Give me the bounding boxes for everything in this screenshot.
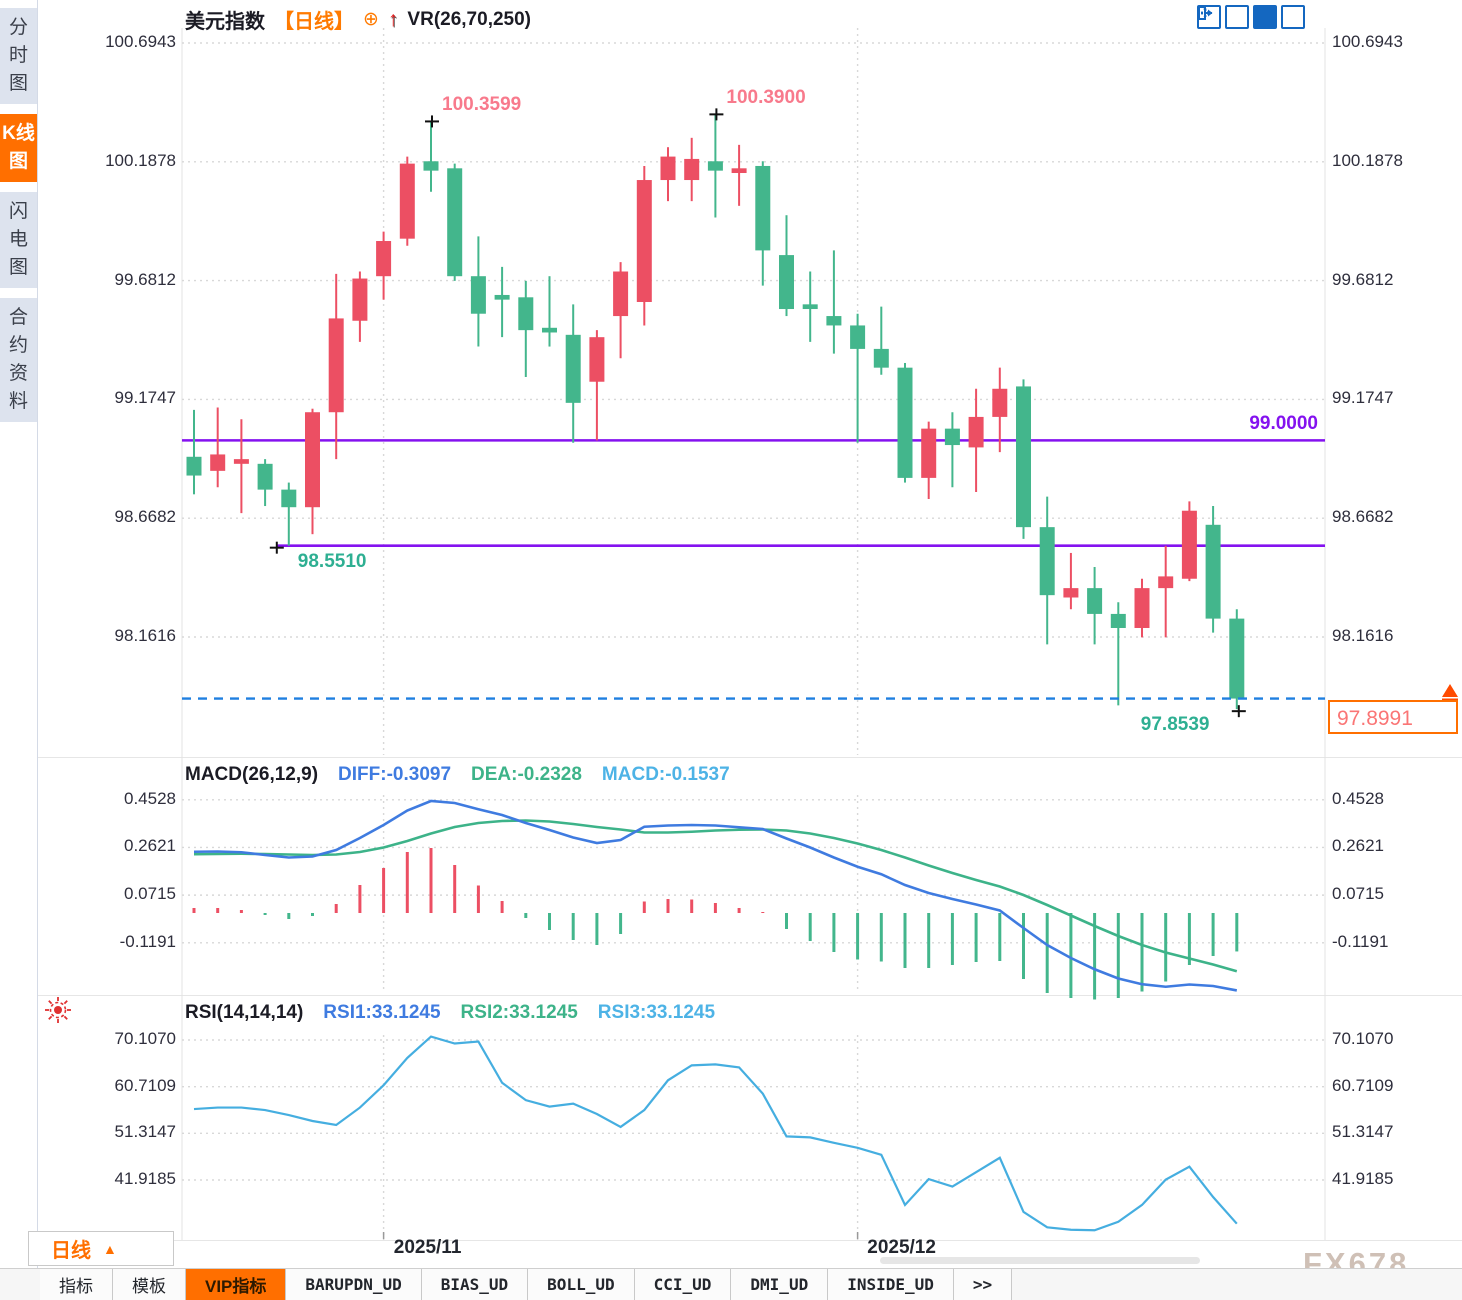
y-axis-label-right: 51.3147 bbox=[1332, 1122, 1394, 1142]
x-axis-date-label: 2025/11 bbox=[393, 1237, 462, 1258]
sidebar-tab-1[interactable]: K线图 bbox=[0, 114, 37, 182]
period-tag[interactable]: 【日线】 bbox=[274, 11, 354, 33]
rsi3-value: RSI3:33.1245 bbox=[597, 1002, 716, 1023]
chevron-up-icon: ▲ bbox=[103, 1240, 117, 1257]
y-axis-label-right: 0.0715 bbox=[1332, 884, 1384, 904]
bottom-tab-7[interactable]: DMI_UD bbox=[731, 1269, 829, 1300]
rsi2-value: RSI2:33.1245 bbox=[460, 1002, 578, 1023]
y-axis-label-left: 100.1878 bbox=[105, 150, 176, 170]
y-axis-label-right: 60.7109 bbox=[1332, 1075, 1394, 1095]
bottom-tab-2[interactable]: VIP指标 bbox=[186, 1269, 287, 1300]
y-axis-label-left: 0.4528 bbox=[124, 788, 176, 808]
rsi-title: RSI(14,14,14) bbox=[185, 1002, 304, 1023]
last-price-box: 97.8991 bbox=[1328, 700, 1458, 734]
macd-title: MACD(26,12,9) bbox=[185, 764, 319, 785]
sidebar-chart-modes: 分时图 K线图闪电图合约资料 bbox=[0, 0, 38, 1268]
bottom-tab-1[interactable]: 模板 bbox=[113, 1269, 186, 1300]
y-axis-label-left: 51.3147 bbox=[114, 1122, 176, 1142]
y-axis-label-right: -0.1191 bbox=[1332, 931, 1389, 951]
y-axis-label-left: 70.1070 bbox=[114, 1029, 176, 1048]
add-circle-icon[interactable]: ⊕ bbox=[363, 9, 379, 30]
y-axis-label-right: 0.4528 bbox=[1332, 788, 1384, 808]
bottom-tab-4[interactable]: BIAS_UD bbox=[421, 1269, 529, 1300]
rsi-header: RSI(14,14,14) RSI1:33.1245 RSI2:33.1245 … bbox=[185, 1002, 715, 1024]
y-axis-label-right: 100.6943 bbox=[1332, 32, 1403, 51]
rsi1-value: RSI1:33.1245 bbox=[323, 1002, 441, 1023]
bottom-tab-9[interactable]: >> bbox=[953, 1269, 1013, 1300]
bottom-tab-0[interactable]: 指标 bbox=[40, 1269, 113, 1300]
y-axis-label-right: 98.1616 bbox=[1332, 626, 1394, 645]
indicator-tab-bar: 指标 模板 VIP指标 BARUPDN_UD BIAS_UD BOLL_UD CCI_UD D… bbox=[0, 1268, 1462, 1300]
sidebar-tab-0[interactable]: 分时图 bbox=[0, 8, 37, 104]
last-price-value: 97.8991 bbox=[1337, 707, 1413, 730]
y-axis-label-right: 98.6682 bbox=[1332, 507, 1394, 527]
y-axis-label-right: 0.2621 bbox=[1332, 836, 1384, 856]
y-axis-label-right: 70.1070 bbox=[1332, 1029, 1394, 1048]
y-axis-label-left: 99.1747 bbox=[114, 388, 176, 408]
goto-latest-tool-icon[interactable] bbox=[1198, 5, 1305, 29]
price-low-label: 97.8539 bbox=[1140, 714, 1210, 736]
sidebar-tab-2[interactable]: 闪电图 bbox=[0, 192, 37, 288]
sidebar-tab-3[interactable]: 合约资料 bbox=[0, 298, 37, 422]
y-axis-label-left: 98.6682 bbox=[114, 507, 176, 527]
up-arrow-icon: ↑ bbox=[387, 7, 399, 31]
y-axis-label-left: 0.0715 bbox=[124, 884, 176, 904]
price-high-label: 100.3599 bbox=[442, 94, 522, 116]
axis-range-tool-icon[interactable] bbox=[1198, 5, 1249, 29]
timeframe-selector[interactable]: 日线 ▲ bbox=[28, 1231, 174, 1266]
symbol-name: 美元指数 bbox=[185, 11, 265, 33]
y-axis-label-right: 99.6812 bbox=[1332, 269, 1394, 289]
indicator-vr-label: VR(26,70,250) bbox=[407, 8, 531, 30]
macd-bar-value: MACD:-0.1537 bbox=[601, 764, 730, 785]
y-axis-label-left: 98.1616 bbox=[114, 626, 176, 645]
y-axis-label-right: 100.1878 bbox=[1332, 150, 1403, 170]
timeframe-label: 日线 bbox=[51, 1240, 91, 1262]
y-axis-label-right: 99.1747 bbox=[1332, 388, 1394, 408]
y-axis-label-left: -0.1191 bbox=[119, 931, 176, 951]
bottom-tab-3[interactable]: BARUPDN_UD bbox=[286, 1269, 422, 1300]
live-blink-sun-icon bbox=[45, 997, 71, 1023]
y-axis-label-left: 99.6812 bbox=[114, 269, 176, 289]
axis-play-tool-icon[interactable] bbox=[1198, 5, 1277, 29]
y-axis-label-right: 41.9185 bbox=[1332, 1169, 1394, 1188]
x-axis-date-label: 2025/12 bbox=[867, 1237, 936, 1258]
y-axis-label-left: 100.6943 bbox=[105, 32, 176, 51]
bottom-tab-8[interactable]: INSIDE_UD bbox=[828, 1269, 954, 1300]
macd-dea-value: DEA:-0.2328 bbox=[471, 764, 582, 785]
bottom-tab-5[interactable]: BOLL_UD bbox=[528, 1269, 635, 1300]
y-axis-label-left: 41.9185 bbox=[114, 1169, 176, 1188]
bottom-tab-6[interactable]: CCI_UD bbox=[634, 1269, 732, 1300]
y-axis-label-left: 60.7109 bbox=[114, 1075, 176, 1095]
price-low-label: 98.5510 bbox=[297, 550, 367, 572]
chart-title-row: 美元指数 【日线】 ⊕ ↑ VR(26,70,250) bbox=[185, 5, 531, 34]
y-axis-label-left: 0.2621 bbox=[124, 836, 176, 856]
price-high-label: 100.3900 bbox=[726, 87, 806, 109]
level-line-label: 99.0000 bbox=[1249, 413, 1318, 435]
macd-header: MACD(26,12,9) DIFF:-0.3097 DEA:-0.2328 M… bbox=[185, 764, 730, 786]
macd-diff-value: DIFF:-0.3097 bbox=[338, 764, 452, 785]
horizontal-scrollbar[interactable] bbox=[880, 1257, 1200, 1264]
chart-toolbar bbox=[1197, 5, 1305, 29]
